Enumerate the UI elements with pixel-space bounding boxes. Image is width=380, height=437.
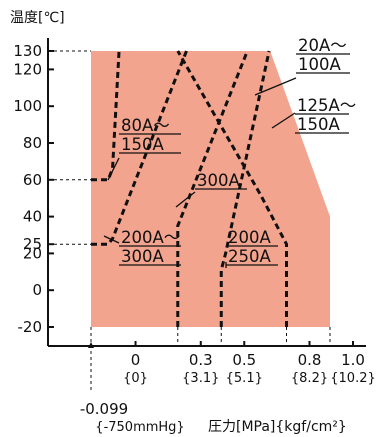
boundary-curve-3 [176, 50, 249, 327]
curve-label-3-line-1: 300A [197, 171, 240, 190]
curve-label-2-line-2: 300A [121, 247, 164, 266]
x-tick-label: 0 [131, 351, 141, 369]
y-tick-label: 100 [13, 97, 42, 115]
x-tick-sublabel: {0} [123, 371, 148, 386]
curve-label-5-line-2: 150A [297, 115, 340, 134]
x-tick-sublabel: {3.1} [182, 371, 219, 386]
label-leader [175, 191, 196, 208]
curve-label-4-line-1: 200A [228, 228, 271, 247]
x-tick-sublabel: {10.2} [330, 371, 376, 386]
y-tick-label: 60 [23, 171, 42, 189]
x-tick-sublabel: {5.1} [226, 371, 263, 386]
label-leader [254, 77, 297, 96]
boundary-curve-2 [91, 50, 188, 246]
label-leader [271, 112, 296, 129]
label-leader [103, 235, 120, 244]
curve-label-6-line-1: 20A～ [298, 36, 347, 55]
y-tick-label: -20 [18, 318, 43, 336]
curve-label-4-line-2: 250A [228, 247, 271, 266]
x-axis-label: 圧力[MPa]{kgf/cm²} [208, 419, 347, 435]
curve-label-1-line-2: 150A [121, 135, 164, 154]
y-tick-label: 40 [23, 208, 42, 226]
curve-label-5-line-1: 125A～ [297, 96, 356, 115]
x-low-tick-label: -0.099 [80, 400, 128, 418]
curve-label-6-line-2: 100A [298, 55, 341, 74]
boundary-curve-5 [176, 50, 289, 327]
y-tick-label: 80 [23, 134, 42, 152]
y-tick-label: 20 [23, 244, 42, 262]
y-axis-label: 温度[℃] [10, 10, 65, 26]
x-tick-label: 1.0 [341, 351, 365, 369]
x-tick-label: 0.8 [298, 351, 322, 369]
curve-label-2-line-1: 200A～ [121, 228, 180, 247]
x-tick-sublabel: {8.2} [291, 371, 328, 386]
x-tick-label: 0.3 [189, 351, 213, 369]
boundary-curve-4 [219, 50, 271, 327]
y-tick-label: 0 [32, 281, 42, 299]
x-tick-label: 0.5 [232, 351, 256, 369]
y-tick-label: 25 [23, 235, 42, 253]
y-tick-label: 130 [13, 42, 42, 60]
y-tick-label: 120 [13, 60, 42, 78]
x-low-tick-sublabel: {-750mmHg} [95, 420, 184, 435]
curve-label-1-line-1: 80A～ [121, 116, 170, 135]
label-leader [107, 157, 120, 181]
